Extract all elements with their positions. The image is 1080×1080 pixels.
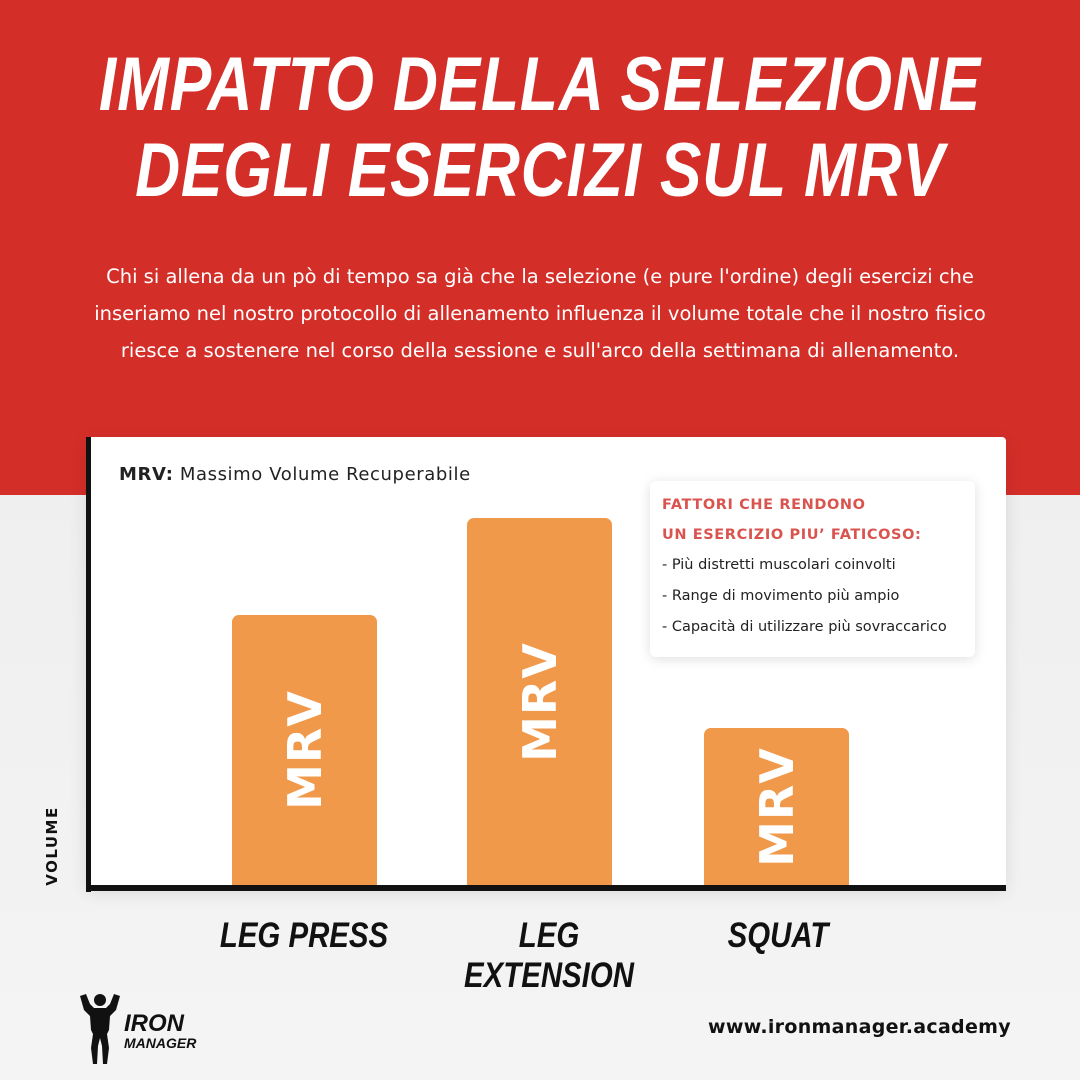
bodybuilder-icon [80,994,120,1064]
factor-item: - Range di movimento più ampio [662,588,900,604]
title-line-2: DEGLI ESERCIZI SUL MRV [135,128,945,213]
bar-label: MRV [512,641,567,762]
logo-word-manager: MANAGER [124,1035,197,1051]
mrv-definition-text: Massimo Volume Recuperabile [179,464,471,485]
x-tick-label: LEG PRESS [219,916,389,955]
iron-manager-logo: IRON MANAGER [78,990,196,1066]
factors-title-line-1: FATTORI CHE RENDONO [662,497,866,513]
factor-item: - Capacità di utilizzare più sovraccaric… [662,619,947,635]
mrv-definition-label: MRV: [119,464,174,485]
x-tick-label: LEG EXTENSION [464,916,634,995]
y-axis-line [86,437,91,892]
x-axis-line [86,885,1006,891]
factors-box: FATTORI CHE RENDONO UN ESERCIZIO PIU’ FA… [650,481,975,657]
chart-bar: MRV [232,615,377,885]
logo-word-iron: IRON [124,1010,184,1037]
bar-label: MRV [277,690,332,810]
bar-label: MRV [749,746,804,867]
title-line-1: IMPATTO DELLA SELEZIONE [98,42,982,127]
factors-title-line-2: UN ESERCIZIO PIU’ FATICOSO: [662,527,922,543]
page-title: IMPATTO DELLA SELEZIONE DEGLI ESERCIZI S… [97,42,983,214]
chart-bar: MRV [704,728,849,885]
y-axis-label-text: VOLUME [43,806,61,886]
header-background [0,0,1080,495]
mrv-definition: MRV: Massimo Volume Recuperabile [119,464,471,485]
intro-line-2: inseriamo nel nostro protocollo di allen… [94,302,986,325]
x-tick-label: SQUAT [727,916,829,955]
intro-line-3: riesce a sostenere nel corso della sessi… [120,339,960,362]
intro-line-1: Chi si allena da un pò di tempo sa già c… [106,265,974,288]
website-url[interactable]: www.ironmanager.academy [708,1016,1011,1038]
chart-bar: MRV [467,518,612,885]
factor-item: - Più distretti muscolari coinvolti [662,557,896,573]
intro-paragraph: Chi si allena da un pò di tempo sa già c… [40,258,1040,369]
